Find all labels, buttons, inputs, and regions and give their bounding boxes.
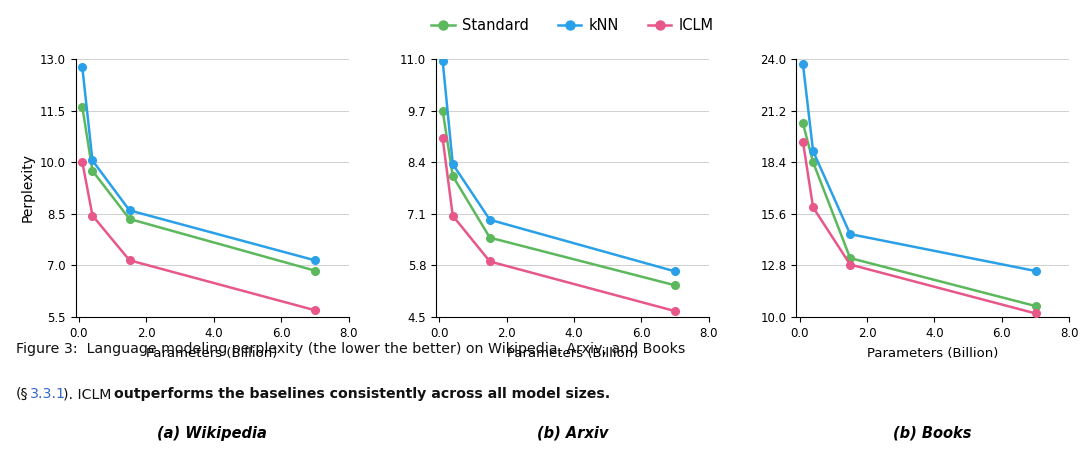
Text: (b) Books: (b) Books [893,425,972,441]
Text: (§: (§ [16,387,29,401]
Y-axis label: Perplexity: Perplexity [21,154,35,222]
Legend: Standard, kNN, ICLM: Standard, kNN, ICLM [426,12,719,39]
X-axis label: Parameters (Billion): Parameters (Billion) [867,347,998,360]
Text: outperforms the baselines consistently across all model sizes.: outperforms the baselines consistently a… [114,387,610,401]
Text: (b) Arxiv: (b) Arxiv [537,425,608,441]
Text: (a) Wikipedia: (a) Wikipedia [158,425,267,441]
Text: ). ICLM: ). ICLM [63,387,116,401]
Text: 3.3.1: 3.3.1 [30,387,66,401]
Text: Figure 3:  Language modeling perplexity (the lower the better) on Wikipedia, Arx: Figure 3: Language modeling perplexity (… [16,342,686,356]
X-axis label: Parameters (Billion): Parameters (Billion) [507,347,638,360]
X-axis label: Parameters (Billion): Parameters (Billion) [147,347,278,360]
